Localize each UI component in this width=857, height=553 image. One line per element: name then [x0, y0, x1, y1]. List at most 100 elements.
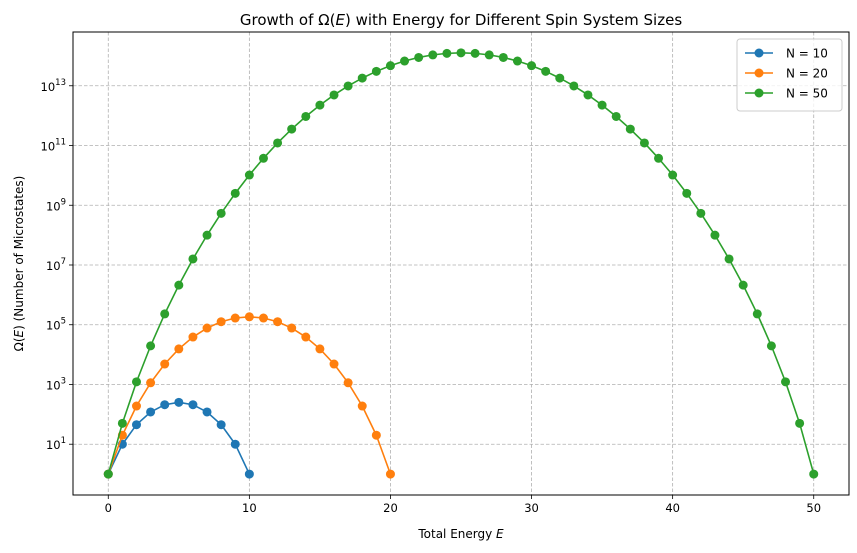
data-point — [230, 439, 240, 449]
data-point — [343, 81, 353, 91]
chart-title: Growth of Ω(E) with Energy for Different… — [240, 11, 682, 29]
y-axis-label-italic: E — [12, 329, 26, 337]
data-point — [569, 81, 579, 91]
data-point — [625, 124, 635, 134]
data-point — [428, 50, 438, 60]
data-point — [244, 469, 254, 479]
x-tick-label: 50 — [806, 501, 821, 515]
y-tick-label: 103 — [46, 376, 66, 392]
data-point — [160, 400, 170, 410]
legend: N = 10 N = 20 N = 50 — [736, 38, 843, 112]
y-axis-label-part: ) (Number of Microstates) — [12, 176, 26, 330]
data-point — [738, 280, 748, 290]
data-point — [202, 407, 212, 417]
legend-label: N = 50 — [786, 87, 828, 101]
series-10 — [103, 397, 254, 479]
data-point — [371, 66, 381, 76]
data-point — [639, 138, 649, 148]
series-layer — [103, 48, 819, 479]
x-tick-label: 20 — [383, 501, 398, 515]
data-point — [724, 254, 734, 264]
x-tick-label: 30 — [524, 501, 539, 515]
data-point — [809, 469, 819, 479]
data-point — [329, 359, 339, 369]
data-point — [160, 309, 170, 319]
legend-marker — [754, 88, 764, 98]
chart-title-italic: E — [335, 11, 345, 29]
data-point — [174, 344, 184, 354]
data-point — [287, 323, 297, 333]
data-point — [512, 56, 522, 66]
y-tick-label: 109 — [46, 197, 66, 213]
data-point — [273, 317, 283, 327]
data-point — [414, 52, 424, 62]
data-point — [611, 111, 621, 121]
legend-marker — [754, 68, 764, 78]
chart-title-part: ) with Energy for Different Spin System … — [345, 11, 682, 29]
data-point — [258, 313, 268, 323]
y-tick-label: 1013 — [41, 78, 66, 94]
data-point — [668, 170, 678, 180]
data-point — [527, 61, 537, 71]
x-tick-label: 10 — [242, 501, 257, 515]
y-axis-label: Ω(E) (Number of Microstates) — [12, 176, 26, 352]
legend-label: N = 20 — [786, 67, 828, 81]
legend-label: N = 10 — [786, 47, 828, 61]
y-tick-label: 101 — [46, 436, 66, 452]
data-point — [131, 377, 141, 387]
chart-title-part: Growth of Ω( — [240, 11, 336, 29]
data-point — [583, 90, 593, 100]
data-point — [357, 73, 367, 83]
data-point — [385, 61, 395, 71]
data-point — [654, 153, 664, 163]
data-point — [103, 469, 113, 479]
y-axis-label-part: Ω( — [12, 337, 26, 351]
data-point — [160, 359, 170, 369]
data-point — [484, 50, 494, 60]
y-ticks: 101 103 105 107 109 1011 1013 — [41, 78, 73, 452]
data-point — [174, 397, 184, 407]
data-point — [315, 100, 325, 110]
legend-marker — [754, 48, 764, 58]
plot-frame — [72, 31, 850, 496]
data-point — [766, 341, 776, 351]
data-point — [216, 208, 226, 218]
data-point — [752, 309, 762, 319]
data-point — [385, 469, 395, 479]
data-point — [301, 332, 311, 342]
data-point — [117, 418, 127, 428]
x-axis-label: Total Energy E — [417, 527, 504, 541]
data-point — [456, 48, 466, 58]
x-ticks: 0 10 20 30 40 50 — [105, 495, 821, 515]
data-point — [442, 48, 452, 58]
y-tick-label: 107 — [46, 257, 66, 273]
data-point — [597, 100, 607, 110]
data-point — [795, 418, 805, 428]
data-point — [541, 66, 551, 76]
data-point — [301, 111, 311, 121]
data-point — [400, 56, 410, 66]
data-point — [216, 317, 226, 327]
plot-background — [73, 32, 849, 495]
data-point — [146, 341, 156, 351]
data-point — [216, 420, 226, 430]
data-point — [343, 378, 353, 388]
data-point — [188, 332, 198, 342]
data-point — [315, 344, 325, 354]
data-point — [244, 312, 254, 322]
data-point — [230, 313, 240, 323]
data-point — [696, 208, 706, 218]
data-point — [682, 188, 692, 198]
series-50 — [103, 48, 819, 479]
data-point — [146, 407, 156, 417]
x-axis-label-italic: E — [496, 527, 504, 541]
data-point — [258, 153, 268, 163]
data-point — [174, 280, 184, 290]
data-point — [188, 400, 198, 410]
data-point — [273, 138, 283, 148]
data-point — [146, 378, 156, 388]
data-point — [498, 52, 508, 62]
data-point — [781, 377, 791, 387]
data-point — [230, 188, 240, 198]
